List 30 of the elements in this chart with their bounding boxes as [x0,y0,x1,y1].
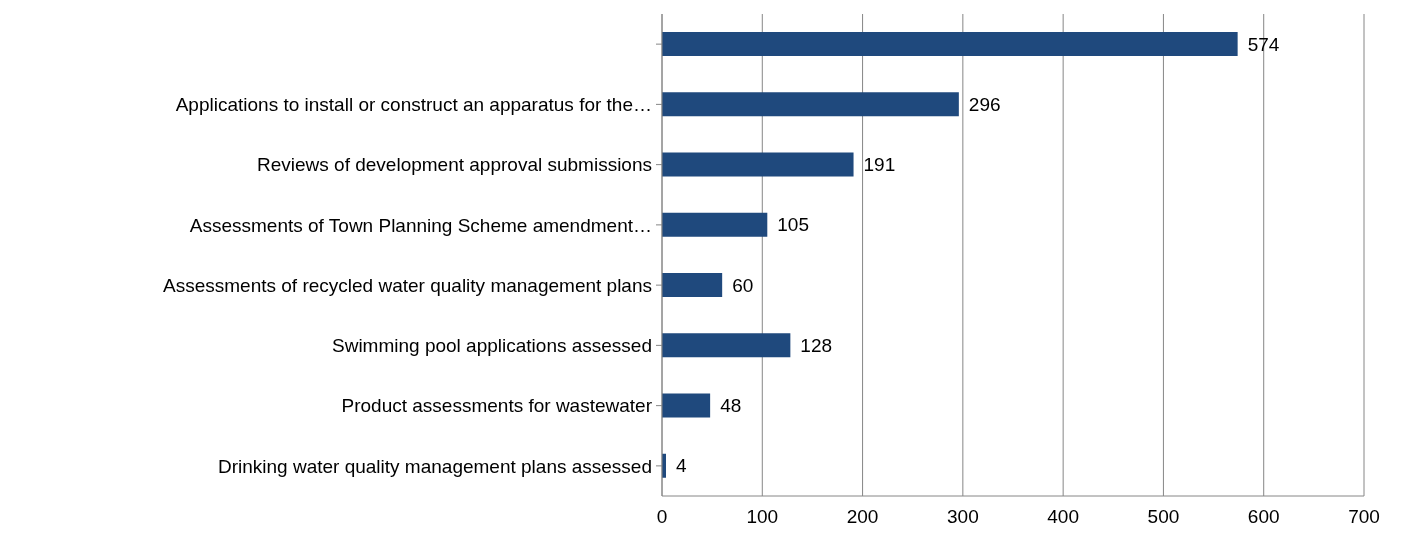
x-tick-label: 300 [947,506,979,528]
data-label: 4 [676,455,688,477]
bar [662,212,768,237]
x-tick-label: 400 [1047,506,1079,528]
x-tick-label: 200 [846,506,879,528]
bar [662,333,791,358]
y-tick-label: Swimming pool applications assessed [332,335,652,357]
data-label: 574 [1247,33,1280,55]
y-tick-label: Product assessments for wastewater [341,395,653,417]
data-label: 128 [800,334,833,356]
data-label: 296 [968,94,1001,115]
data-label: 191 [863,154,896,176]
bar [662,32,1238,56]
y-tick-label: Reviews of development approval submissions [257,154,652,176]
data-label: 105 [777,214,809,236]
x-tick-label: 100 [746,506,779,528]
bar [662,393,711,418]
y-tick-label: Drinking water quality management plans assessed [217,455,652,477]
y-tick-label: Applications to install or construct an apparatus for the… [175,94,652,116]
y-tick-label: Assessments of recycled water quality management plans [163,274,652,296]
x-tick-label: 0 [656,506,668,528]
x-tick-label: 500 [1147,506,1180,528]
data-label: 60 [732,274,754,296]
y-tick-label: Assessments of Town Planning Scheme amendment… [189,214,652,236]
x-tick-label: 600 [1247,506,1280,528]
bar [662,92,959,117]
data-label: 48 [720,395,742,417]
bar [662,152,854,177]
bar [662,273,723,297]
x-tick-label: 700 [1348,506,1380,528]
